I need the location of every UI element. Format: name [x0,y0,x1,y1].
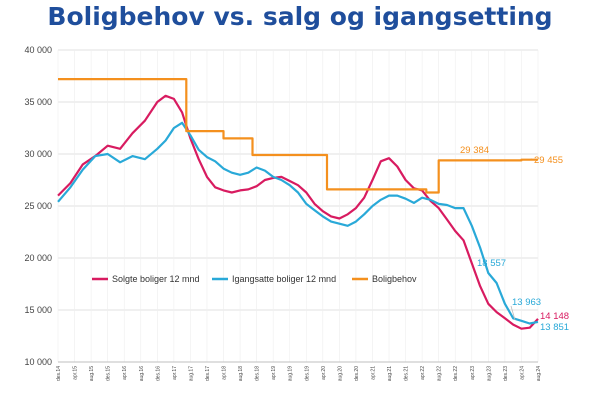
series-line-0 [57,94,539,330]
x-tick-label: des.17 [205,366,211,381]
x-tick-label: des.23 [503,366,509,381]
x-tick-label: aug.19 [288,366,294,382]
x-tick-label: aug.22 [437,366,443,382]
x-tick-label: apr.22 [420,366,426,380]
y-axis-ticks: 10 000 15 000 20 000 25 000 30 000 35 000 40 0… [24,45,52,367]
annotation-leader [527,158,533,161]
x-tick-label: des.18 [255,366,261,381]
legend: Solgte boliger 12 mnd Igangsatte boliger … [92,274,417,284]
x-axis-ticks: des.14 apr.15 aug.15 des.15 apr.16 aug.16 des.… [56,366,542,382]
y-tick-label: 40 000 [24,45,52,55]
legend-label-0: Solgte boliger 12 mnd [112,274,200,284]
y-tick-label: 15 000 [24,305,52,315]
x-tick-label: des.20 [354,366,360,381]
legend-label-1: Igangsatte boliger 12 mnd [232,274,336,284]
annotation-label: 13 963 [512,297,541,308]
x-tick-label: apr.16 [122,366,128,380]
x-tick-label: apr.17 [172,366,178,380]
x-tick-label: aug.23 [486,366,492,382]
annotation-label: 13 851 [540,322,569,333]
y-tick-label: 35 000 [24,97,52,107]
y-tick-label: 10 000 [24,357,52,367]
x-tick-label: aug.20 [337,366,343,382]
legend-label-2: Boligbehov [372,274,417,284]
x-tick-label: aug.15 [89,366,95,382]
x-tick-label: apr.18 [222,366,228,380]
annotation-label: 29 384 [460,145,489,156]
x-tick-label: des.16 [155,366,161,381]
x-tick-label: aug.24 [536,366,542,382]
x-tick-label: apr.21 [370,366,376,380]
chart-title: Boligbehov vs. salg og igangsetting [47,2,553,31]
x-tick-label: aug.16 [139,366,145,382]
x-tick-label: aug.18 [238,366,244,382]
x-tick-label: des.21 [404,366,410,381]
x-tick-label: des.19 [304,366,310,381]
series-line-2 [58,78,538,194]
x-tick-label: aug.21 [387,366,393,382]
annotation-label: 29 455 [534,155,563,166]
annotation-label: 14 148 [540,311,569,322]
y-tick-label: 30 000 [24,149,52,159]
annotation-leader [510,305,516,321]
annotation-label: 18 557 [477,258,506,269]
x-tick-label: des.15 [106,366,112,381]
x-tick-label: des.22 [453,366,459,381]
x-tick-label: apr.15 [73,366,79,380]
y-tick-label: 20 000 [24,253,52,263]
x-tick-label: des.14 [56,366,62,381]
grid [57,49,539,363]
series-lines [57,78,539,330]
x-tick-label: aug.17 [188,366,194,382]
x-tick-label: apr.20 [321,366,327,380]
y-tick-label: 25 000 [24,201,52,211]
x-tick-label: apr.23 [470,366,476,380]
series-line-1 [57,121,539,325]
x-tick-label: apr.24 [519,366,525,380]
x-tick-label: apr.19 [271,366,277,380]
